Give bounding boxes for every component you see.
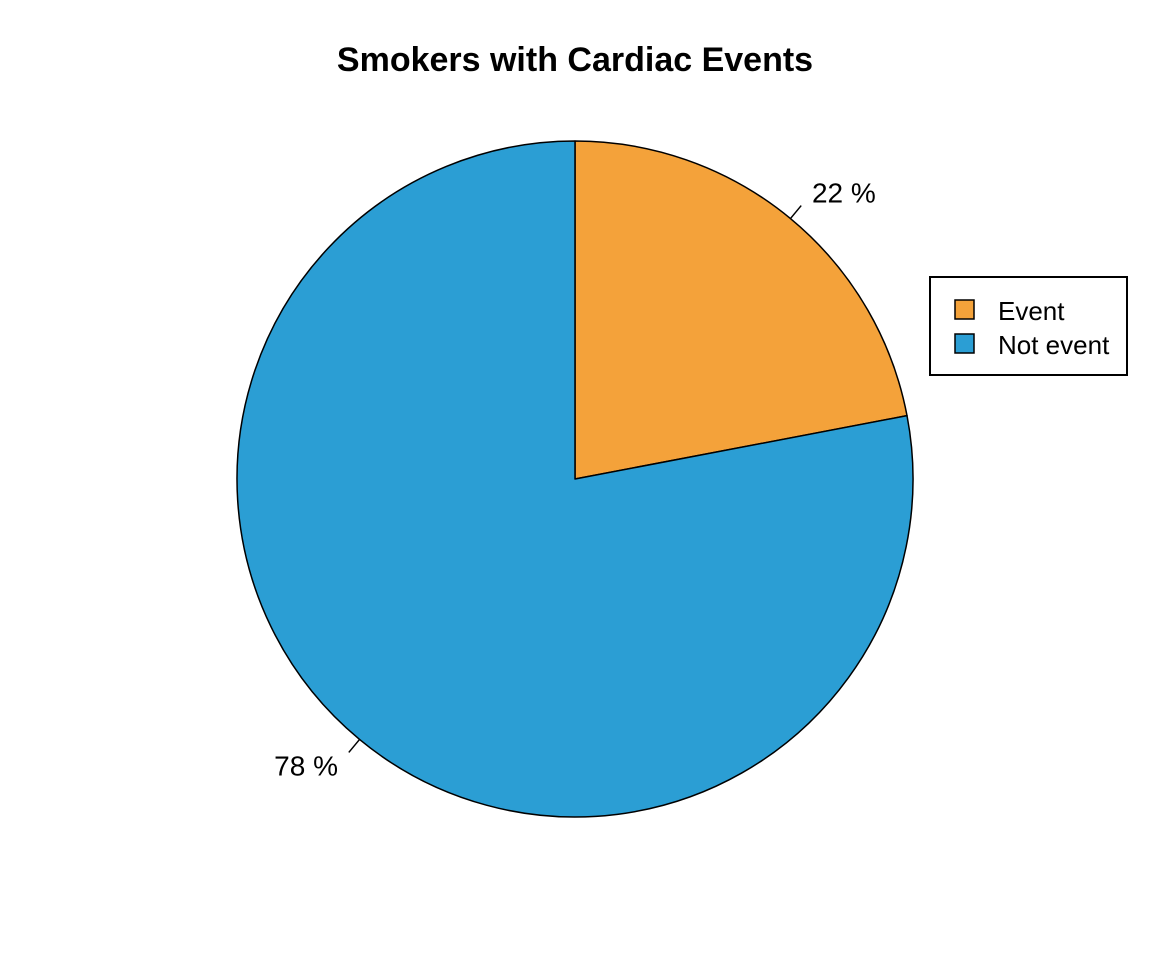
legend: Event Not event (929, 276, 1128, 376)
pie-slices (236, 140, 914, 818)
slice-label: 22 % (812, 178, 876, 209)
pie-slice-event (574, 140, 908, 480)
slice-label: 78 % (274, 750, 338, 781)
pie-slice-not-event (236, 140, 914, 818)
legend-swatch-event (954, 299, 975, 320)
legend-box (929, 276, 1128, 376)
legend-swatch-not-event (954, 333, 975, 354)
legend-label-event: Event (998, 296, 1065, 326)
label-tick (348, 738, 361, 753)
legend-label-not-event: Not event (998, 330, 1110, 360)
label-tick (789, 205, 802, 220)
chart-title: Smokers with Cardiac Events (337, 41, 813, 79)
pie-labels: 22 % 78 % (274, 178, 876, 782)
